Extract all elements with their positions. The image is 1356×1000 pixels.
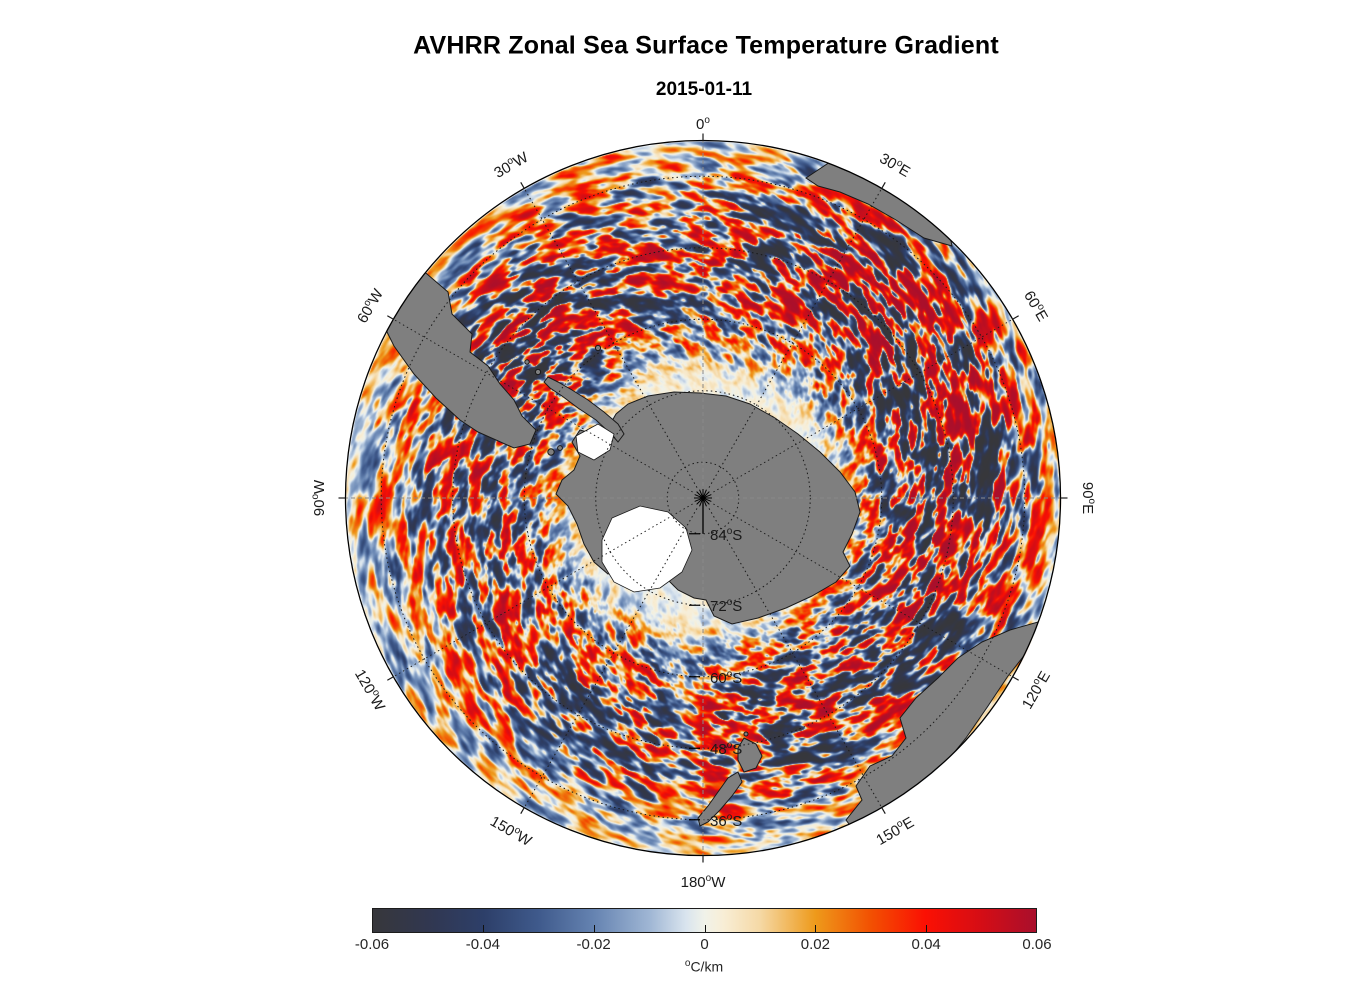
new-zealand-islet (743, 731, 749, 737)
colorbar-tick-label: 0.04 (911, 936, 941, 953)
pole-marker (694, 489, 712, 507)
parallel-label-72S: 72oS (710, 597, 743, 616)
meridian-label-90E: 90oE (1078, 481, 1097, 515)
meridian-edge-tick (387, 676, 394, 681)
new-zealand-north-island (737, 737, 763, 773)
parallel-circle (523, 318, 883, 678)
degree-symbol: o (684, 958, 691, 969)
meridian-edge-tick (520, 182, 525, 189)
colorbar-tick-label: -0.04 (465, 936, 500, 953)
meridian-edge-tick (1012, 315, 1019, 320)
meridian-edge-tick (881, 182, 886, 189)
colorbar-tick-label: -0.02 (576, 936, 611, 953)
parallel-label-84S: 84oS (710, 525, 743, 544)
africa-landmass (805, 153, 953, 247)
ronne-ice-shelf (575, 423, 615, 461)
meridian-edge-tick (387, 315, 394, 320)
meridian-edge-tick (520, 807, 525, 814)
colorbar-tick-mark (815, 925, 817, 932)
colorbar-tick-mark (704, 925, 706, 932)
colorbar-tick-label: -0.06 (354, 936, 390, 953)
graticule (345, 140, 1061, 856)
peninsula-islet (534, 368, 542, 376)
colorbar-tick-mark (593, 925, 595, 932)
parallel-label-36S: 36oS (710, 811, 743, 830)
chart-title: AVHRR Zonal Sea Surface Temperature Grad… (413, 31, 999, 60)
meridian-label-180W: 180oW (680, 872, 726, 891)
meridian-edge-tick (1012, 676, 1019, 681)
south-georgia-island (594, 344, 602, 352)
australia-landmass (845, 621, 1061, 837)
meridian-edge-tick (881, 807, 886, 814)
new-zealand-south-island (697, 771, 743, 827)
colorbar-tick-mark (926, 925, 928, 932)
chart-subtitle: 2015-01-11 (655, 79, 753, 100)
south-america-landmass (369, 249, 537, 449)
meridian-ticks (338, 133, 1068, 863)
parallel-label-48S: 48oS (710, 740, 743, 759)
colorbar-tick-label: 0.06 (1022, 936, 1052, 953)
colorbar-tick-label: 0.02 (800, 936, 830, 953)
antarctic-peninsula (543, 376, 625, 443)
meridian-label-90W: 90oW (309, 479, 328, 517)
colorbar-tick-mark (482, 925, 484, 932)
colorbar-unit-label: oC/km (684, 958, 724, 975)
falkland-islands (547, 448, 555, 456)
peninsula-islet (524, 359, 530, 365)
falkland-islands (557, 445, 563, 451)
parallel-label-60S: 60oS (710, 668, 743, 687)
colorbar-tick-label: 0 (700, 936, 709, 953)
pole-marker-spoke (694, 494, 712, 502)
parallel-circle (595, 390, 811, 606)
meridian-label-0: 0o (696, 114, 710, 133)
